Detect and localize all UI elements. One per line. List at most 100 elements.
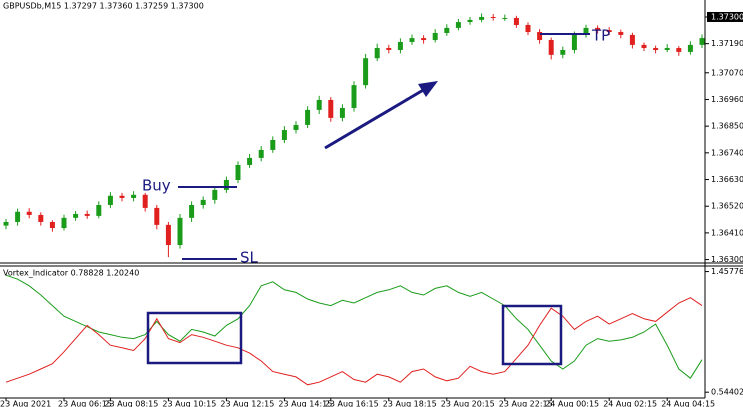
candle-body (641, 44, 647, 49)
y-tick-label: 1.36410 (711, 228, 743, 237)
y-tick-label: 1.36300 (711, 255, 743, 264)
candle-body (235, 164, 241, 181)
candle-body (397, 41, 403, 50)
current-price-label: 1.37300 (711, 12, 743, 21)
candle-body (293, 124, 299, 131)
candle-body (687, 44, 693, 52)
x-tick-label: 23 Aug 12:15 (220, 400, 274, 407)
trend-arrow (324, 87, 426, 150)
candle-body (548, 40, 554, 55)
signal-box (501, 304, 563, 366)
candle-body (525, 24, 531, 33)
y-tick-label: 1.36520 (711, 202, 743, 211)
tp-label: TP (591, 27, 610, 45)
candle-body (490, 16, 496, 18)
candle-body (676, 48, 682, 52)
x-tick-label: 23 Aug 20:15 (441, 400, 495, 407)
candle-body (664, 48, 670, 50)
indicator-title: Vortex_Indicator 0.78828 1.20240 (3, 269, 139, 278)
candle-body (223, 180, 229, 190)
y-tick-label: 1.36740 (711, 148, 743, 157)
sl-label: SL (240, 249, 259, 267)
x-tick-label: 23 Aug 18:15 (383, 400, 437, 407)
candle-body (374, 48, 380, 59)
candle-body (258, 149, 264, 158)
y-tick-label: 1.36960 (711, 95, 743, 104)
candle-body (618, 32, 624, 35)
chart-title: GBPUSDb,M15 1.37297 1.37360 1.37259 1.37… (3, 2, 204, 11)
x-tick-label: 23 Aug 16:15 (325, 400, 379, 407)
x-tick-label: 24 Aug 04:15 (661, 400, 715, 407)
candle-body (502, 17, 508, 19)
candle-body (305, 109, 311, 125)
candle-body (571, 34, 577, 50)
candle-body (328, 99, 334, 118)
candle-body (49, 221, 55, 229)
candle-body (119, 195, 125, 198)
candle-body (699, 38, 705, 45)
candle-body (15, 211, 21, 222)
marks: 1.37300 1.37190 1.37070 1.36960 1.36850 1.367… (0, 11, 743, 407)
vortex-line (5, 274, 703, 379)
y-tick-label: 1.37070 (711, 68, 743, 77)
candle-body (154, 207, 160, 225)
candle-body (270, 139, 276, 150)
candle-body (26, 211, 32, 215)
candle-body (189, 204, 195, 218)
candle-body (432, 32, 438, 41)
candle-body (351, 85, 357, 108)
candle-body (61, 217, 67, 229)
candle-body (200, 199, 206, 205)
y-tick-label: 1.36850 (711, 122, 743, 131)
arrow-head (418, 81, 438, 97)
candle-body (629, 34, 635, 45)
x-tick-label: 23 Aug 22:15 (499, 400, 553, 407)
candle-body (421, 38, 427, 41)
candle-body (165, 224, 171, 246)
candle-body (247, 157, 253, 165)
candle-body (537, 32, 543, 41)
candle-body (653, 48, 659, 50)
buy-label: Buy (142, 177, 171, 195)
candle-body (131, 194, 137, 198)
x-tick-label: 23 Aug 06:15 (58, 400, 112, 407)
y-tick-label: 1.45776 (711, 267, 743, 276)
candle-body (73, 213, 79, 218)
y-tick-label: 1.36630 (711, 175, 743, 184)
y-tick-label: 1.37190 (711, 39, 743, 48)
candle-body (177, 217, 183, 246)
candle-body (386, 48, 392, 50)
candle-body (455, 22, 461, 28)
candle-body (84, 213, 90, 216)
candle-body (479, 16, 485, 20)
x-tick-label: 23 Aug 10:15 (162, 400, 216, 407)
vortex-line (5, 297, 703, 386)
candle-body (3, 221, 9, 226)
candle-body (363, 58, 369, 86)
candle-body (316, 99, 322, 110)
candle-body (560, 49, 566, 55)
candle-body (38, 214, 44, 222)
candle-body (281, 130, 287, 140)
candle-body (107, 195, 113, 205)
x-tick-label: 24 Aug 00:15 (545, 400, 599, 407)
candle-body (339, 107, 345, 118)
candle-body (606, 30, 612, 33)
y-tick-label: 0.54402 (711, 388, 743, 397)
candle-body (409, 38, 415, 42)
candle-body (595, 27, 601, 31)
candle-body (96, 204, 102, 216)
x-tick-label: 23 Aug 14:15 (278, 400, 332, 407)
x-tick-label: 23 Aug 2021 (0, 400, 51, 407)
candle-body (513, 17, 519, 25)
x-tick-label: 23 Aug 08:15 (104, 400, 158, 407)
candle-body (467, 19, 473, 23)
candle-body (583, 27, 589, 35)
candle-body (142, 194, 148, 208)
signal-box (146, 311, 243, 365)
x-tick-label: 24 Aug 02:15 (603, 400, 657, 407)
current-price-box (707, 11, 743, 22)
candle-body (444, 27, 450, 33)
